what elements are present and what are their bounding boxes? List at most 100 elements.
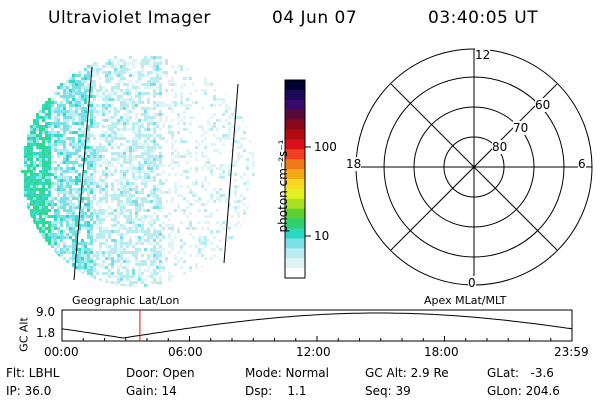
image-pixel — [117, 179, 120, 182]
image-pixel — [132, 146, 135, 149]
image-pixel — [165, 215, 168, 218]
image-pixel — [48, 131, 51, 134]
image-pixel — [150, 158, 153, 161]
image-pixel — [120, 164, 123, 167]
image-pixel — [180, 209, 183, 212]
image-pixel — [96, 221, 99, 224]
image-pixel — [96, 164, 99, 167]
image-pixel — [126, 89, 129, 92]
image-pixel — [201, 239, 204, 242]
image-pixel — [81, 122, 84, 125]
image-pixel — [48, 122, 51, 125]
image-pixel — [90, 92, 93, 95]
image-pixel — [78, 146, 81, 149]
image-pixel — [168, 224, 171, 227]
image-pixel — [177, 65, 180, 68]
image-pixel — [171, 134, 174, 137]
image-pixel — [51, 134, 54, 137]
image-pixel — [141, 236, 144, 239]
image-pixel — [135, 131, 138, 134]
image-pixel — [114, 74, 117, 77]
image-pixel — [171, 107, 174, 110]
image-pixel — [57, 92, 60, 95]
image-pixel — [96, 110, 99, 113]
image-pixel — [99, 209, 102, 212]
image-pixel — [33, 209, 36, 212]
image-pixel — [45, 128, 48, 131]
image-pixel — [78, 83, 81, 86]
image-pixel — [159, 260, 162, 263]
image-pixel — [72, 152, 75, 155]
image-pixel — [150, 176, 153, 179]
image-pixel — [117, 257, 120, 260]
image-pixel — [183, 116, 186, 119]
image-pixel — [60, 197, 63, 200]
image-pixel — [93, 146, 96, 149]
image-pixel — [210, 167, 213, 170]
image-pixel — [120, 119, 123, 122]
image-pixel — [216, 230, 219, 233]
image-pixel — [69, 89, 72, 92]
image-pixel — [150, 242, 153, 245]
image-pixel — [78, 104, 81, 107]
image-pixel — [150, 146, 153, 149]
image-pixel — [60, 113, 63, 116]
image-pixel — [102, 119, 105, 122]
image-pixel — [66, 113, 69, 116]
image-pixel — [168, 218, 171, 221]
image-pixel — [78, 242, 81, 245]
image-pixel — [27, 191, 30, 194]
image-pixel — [180, 173, 183, 176]
image-pixel — [108, 194, 111, 197]
image-pixel — [57, 164, 60, 167]
image-pixel — [114, 152, 117, 155]
image-pixel — [159, 230, 162, 233]
image-pixel — [102, 209, 105, 212]
image-pixel — [78, 182, 81, 185]
image-pixel — [63, 158, 66, 161]
image-pixel — [153, 128, 156, 131]
image-pixel — [138, 260, 141, 263]
image-pixel — [123, 107, 126, 110]
image-pixel — [138, 98, 141, 101]
image-pixel — [42, 206, 45, 209]
image-pixel — [144, 56, 147, 59]
image-pixel — [120, 188, 123, 191]
image-pixel — [93, 194, 96, 197]
image-pixel — [159, 134, 162, 137]
image-pixel — [126, 98, 129, 101]
image-pixel — [27, 179, 30, 182]
image-pixel — [57, 113, 60, 116]
image-pixel — [189, 254, 192, 257]
image-pixel — [126, 257, 129, 260]
image-pixel — [69, 131, 72, 134]
image-pixel — [126, 92, 129, 95]
image-pixel — [81, 86, 84, 89]
image-pixel — [99, 149, 102, 152]
image-pixel — [51, 185, 54, 188]
image-pixel — [240, 116, 243, 119]
image-pixel — [75, 83, 78, 86]
image-pixel — [117, 155, 120, 158]
image-pixel — [63, 257, 66, 260]
date-label: 04 Jun 07 — [272, 8, 358, 28]
image-pixel — [111, 59, 114, 62]
image-pixel — [222, 98, 225, 101]
image-pixel — [111, 89, 114, 92]
timeline-y-tick-high: 9.0 — [36, 305, 56, 319]
image-pixel — [153, 176, 156, 179]
image-pixel — [129, 149, 132, 152]
image-pixel — [138, 209, 141, 212]
image-pixel — [141, 215, 144, 218]
image-pixel — [138, 263, 141, 266]
image-pixel — [144, 128, 147, 131]
image-pixel — [87, 185, 90, 188]
image-pixel — [111, 260, 114, 263]
image-pixel — [69, 218, 72, 221]
image-pixel — [132, 200, 135, 203]
image-pixel — [126, 182, 129, 185]
image-pixel — [60, 104, 63, 107]
image-pixel — [156, 251, 159, 254]
image-pixel — [189, 224, 192, 227]
